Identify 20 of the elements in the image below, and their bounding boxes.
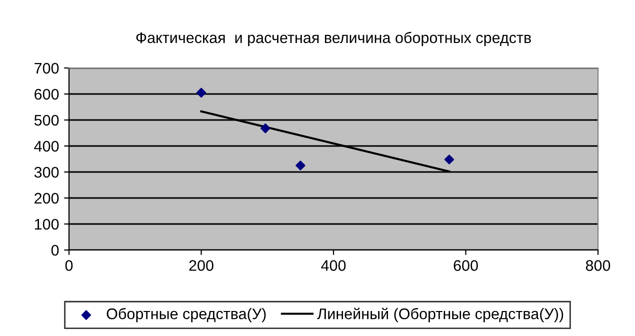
point [260, 123, 270, 134]
x-tick-label: 0 [65, 260, 73, 271]
y-tick-label: 600 [34, 88, 59, 100]
y-tick-label: 100 [34, 218, 59, 230]
x-tick-label: 600 [454, 260, 478, 271]
point [296, 160, 306, 170]
x-tick-label: 800 [586, 260, 610, 271]
point [196, 88, 206, 98]
y-tick-label: 0 [51, 244, 59, 256]
y-tick-label: 500 [34, 114, 59, 126]
x-tick-label: 400 [321, 260, 346, 271]
x-tick-label: 200 [189, 260, 214, 271]
legend-label: Обортные средства(У) [106, 308, 266, 322]
point [444, 154, 454, 164]
chart-title: Фактическая и расчетная величина оборотных средств [136, 32, 531, 46]
y-tick-label: 700 [34, 62, 59, 74]
y-tick-label: 200 [34, 192, 59, 204]
legend-label: Линейный (Обортные средства(У)) [317, 308, 564, 322]
y-tick-label: 300 [34, 166, 59, 178]
y-tick-label: 400 [34, 140, 59, 152]
